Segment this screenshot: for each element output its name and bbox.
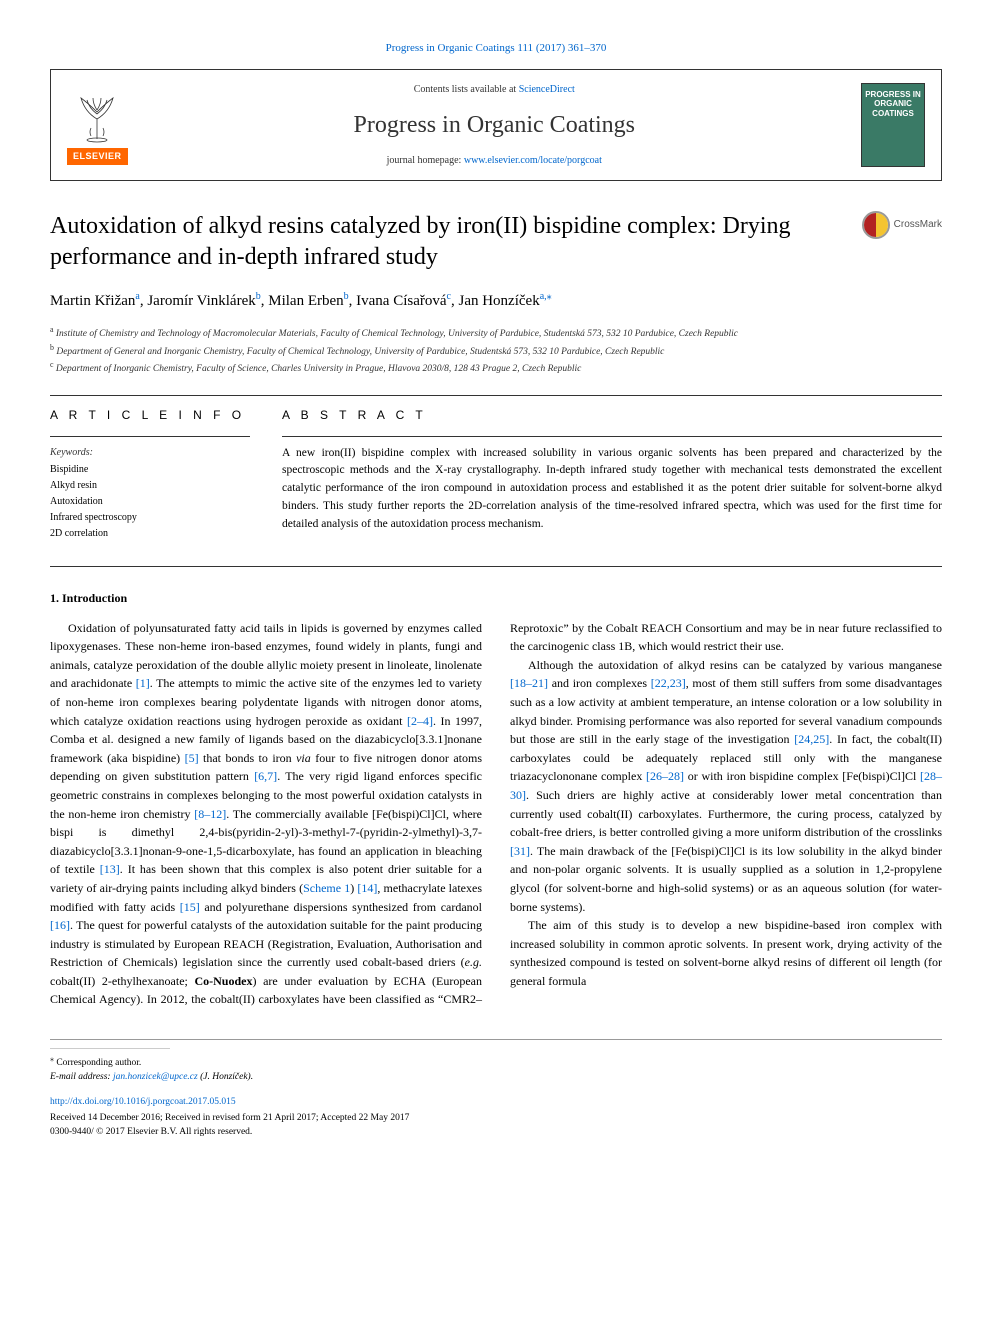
copyright-line: 0300-9440/ © 2017 Elsevier B.V. All righ…	[50, 1125, 942, 1139]
footer-block: ⁎ Corresponding author. E-mail address: …	[50, 1039, 942, 1139]
divider	[50, 566, 942, 567]
doi-line: http://dx.doi.org/10.1016/j.porgcoat.201…	[50, 1095, 942, 1109]
abstract-block: A B S T R A C T A new iron(II) bispidine…	[282, 406, 942, 542]
keyword-item: Bispidine	[50, 462, 250, 478]
crossmark-badge[interactable]: CrossMark	[862, 211, 942, 239]
cover-line2: ORGANIC	[874, 99, 912, 109]
email-line: E-mail address: jan.honzicek@upce.cz (J.…	[50, 1070, 942, 1084]
corresp-marker: ⁎	[50, 1054, 54, 1063]
journal-citation-link[interactable]: Progress in Organic Coatings 111 (2017) …	[386, 42, 607, 54]
corresp-text: Corresponding author.	[56, 1058, 141, 1068]
journal-citation: Progress in Organic Coatings 111 (2017) …	[50, 40, 942, 57]
divider	[282, 436, 942, 437]
affiliation-item: c Department of Inorganic Chemistry, Fac…	[50, 359, 942, 376]
body-paragraph: Although the autoxidation of alkyd resin…	[510, 656, 942, 916]
homepage-link[interactable]: www.elsevier.com/locate/porgcoat	[464, 155, 602, 166]
sciencedirect-link[interactable]: ScienceDirect	[519, 84, 575, 95]
keyword-item: Autoxidation	[50, 494, 250, 510]
keywords-label: Keywords:	[50, 445, 250, 460]
article-title: Autoxidation of alkyd resins catalyzed b…	[50, 211, 850, 273]
authors-line: Martin Křižana, Jaromír Vinklárekb, Mila…	[50, 289, 942, 313]
divider	[50, 395, 942, 396]
article-info-block: A R T I C L E I N F O Keywords: Bispidin…	[50, 406, 250, 542]
cover-line3: COATINGS	[872, 109, 914, 119]
contents-line: Contents lists available at ScienceDirec…	[144, 82, 845, 97]
affiliation-item: b Department of General and Inorganic Ch…	[50, 342, 942, 359]
footer-divider	[50, 1048, 170, 1049]
abstract-text: A new iron(II) bispidine complex with in…	[282, 445, 942, 534]
corresponding-author: ⁎ Corresponding author.	[50, 1053, 942, 1070]
divider	[50, 436, 250, 437]
crossmark-icon	[862, 211, 890, 239]
journal-name: Progress in Organic Coatings	[144, 107, 845, 143]
abstract-heading: A B S T R A C T	[282, 406, 942, 424]
email-label: E-mail address:	[50, 1072, 113, 1082]
body-paragraph: The aim of this study is to develop a ne…	[510, 916, 942, 990]
elsevier-label: ELSEVIER	[67, 148, 128, 166]
corresp-email-link[interactable]: jan.honzicek@upce.cz	[113, 1072, 198, 1082]
doi-link[interactable]: http://dx.doi.org/10.1016/j.porgcoat.201…	[50, 1097, 236, 1107]
received-line: Received 14 December 2016; Received in r…	[50, 1111, 942, 1125]
header-center: Contents lists available at ScienceDirec…	[144, 82, 845, 168]
contents-prefix: Contents lists available at	[414, 84, 519, 95]
journal-header: ELSEVIER Contents lists available at Sci…	[50, 69, 942, 181]
homepage-line: journal homepage: www.elsevier.com/locat…	[144, 153, 845, 168]
elsevier-tree-icon	[67, 84, 127, 144]
homepage-prefix: journal homepage:	[387, 155, 464, 166]
article-info-heading: A R T I C L E I N F O	[50, 406, 250, 424]
affiliations: a Institute of Chemistry and Technology …	[50, 324, 942, 376]
cover-line1: PROGRESS IN	[865, 90, 921, 100]
keyword-item: Infrared spectroscopy	[50, 510, 250, 526]
keyword-item: 2D correlation	[50, 526, 250, 542]
elsevier-logo-block: ELSEVIER	[67, 84, 128, 166]
section-heading-intro: 1. Introduction	[50, 589, 942, 607]
introduction-body: Oxidation of polyunsaturated fatty acid …	[50, 619, 942, 1009]
crossmark-label: CrossMark	[894, 217, 942, 232]
keywords-list: BispidineAlkyd resinAutoxidationInfrared…	[50, 462, 250, 542]
keyword-item: Alkyd resin	[50, 478, 250, 494]
journal-cover-thumbnail: PROGRESS IN ORGANIC COATINGS	[861, 83, 925, 167]
affiliation-item: a Institute of Chemistry and Technology …	[50, 324, 942, 341]
email-suffix: (J. Honzíček).	[198, 1072, 253, 1082]
